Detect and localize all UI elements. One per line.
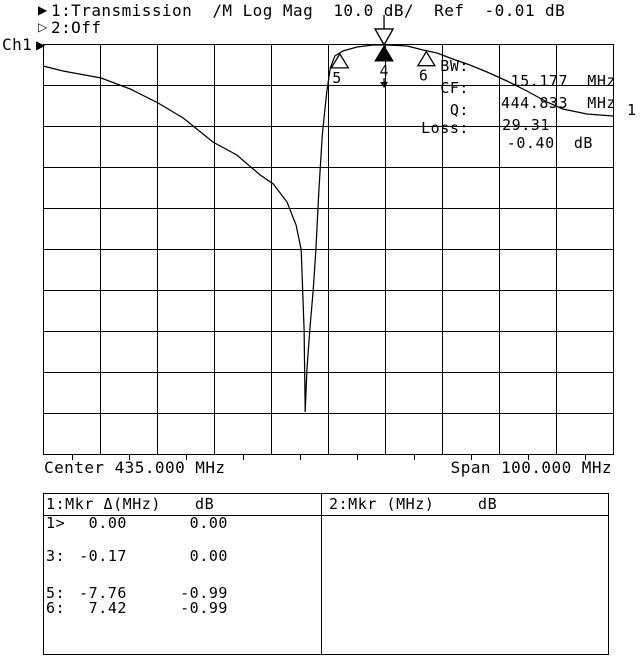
trace2-indicator-icon: ▷	[38, 20, 48, 34]
channel-label: Ch1	[2, 35, 33, 54]
marker-4-icon	[374, 45, 394, 62]
marker-table-trace1-header: 1:Mkr Δ(MHz) dB	[44, 494, 321, 516]
readout-loss-label: Loss:	[421, 119, 469, 137]
marker-5-icon	[330, 52, 350, 69]
channel-active-indicator-icon: ▶	[36, 38, 46, 52]
readout-bw-value: 15.177 MHz	[510, 72, 616, 90]
readout-loss-row: Loss: -0.40 dB	[0, 106, 640, 166]
readout-bw-label: BW:	[440, 57, 469, 75]
trace1-active-indicator-icon: ▶	[38, 3, 48, 17]
marker-row-6: 6: 7.42 -0.99	[44, 601, 321, 617]
readout-loss-value: -0.40 dB	[506, 134, 593, 152]
trace1-measurement-settings: 1:Transmission /M Log Mag 10.0 dB/ Ref -…	[51, 1, 566, 20]
marker-table-trace2-db-header: dB	[478, 495, 498, 513]
trace2-measurement-settings: 2:Off	[51, 18, 102, 37]
marker-row-1: 1> 0.00 0.00	[44, 516, 321, 532]
marker-row-freq: -7.76	[79, 584, 127, 602]
marker-row-freq: -0.17	[79, 547, 127, 565]
marker-row-label: 3:	[46, 547, 66, 565]
readout-q-row: Q: 29.31	[0, 88, 640, 148]
marker-6-label: 6	[419, 67, 428, 85]
marker-4-label: 4	[380, 62, 389, 80]
trace-1-curve	[42, 44, 614, 413]
readout-q-label: Q:	[449, 101, 469, 119]
marker-row-3: 3: -0.17 0.00	[44, 549, 321, 565]
marker-table-trace2-section: 2:Mkr (MHz) dB	[321, 494, 608, 654]
readout-cf-label: CF:	[440, 79, 469, 97]
active-marker-arrow-icon	[380, 81, 389, 88]
readout-cf-row: CF: 444.833 MHz	[0, 66, 640, 126]
marker-row-freq: 0.00	[88, 514, 127, 532]
marker-row-db: 0.00	[189, 547, 228, 565]
span-label: Span 100.000 MHz	[450, 458, 612, 477]
marker-row-db: -0.99	[180, 599, 228, 617]
marker-table-trace1-db-header: dB	[195, 495, 215, 513]
center-frequency-label: Center 435.000 MHz	[44, 458, 226, 477]
marker-row-freq: 7.42	[88, 599, 127, 617]
marker-row-label: 6:	[46, 599, 66, 617]
readout-cf-value: 444.833 MHz	[501, 94, 616, 112]
trace-number-label: 1	[627, 101, 637, 119]
marker-table-trace1-section: 1:Mkr Δ(MHz) dB 1> 0.00 0.00 3: -0.17 0.…	[44, 494, 321, 654]
graticule	[43, 44, 614, 460]
marker-6-icon	[416, 50, 436, 67]
marker-row-db: 0.00	[189, 514, 228, 532]
marker-row-label: 1>	[46, 514, 66, 532]
marker-table-trace2-title: 2:Mkr (MHz)	[329, 495, 435, 513]
marker-reference-icon	[373, 28, 395, 47]
marker-table-trace1-title: 1:Mkr Δ(MHz)	[46, 495, 161, 513]
marker-table: 1:Mkr Δ(MHz) dB 1> 0.00 0.00 3: -0.17 0.…	[43, 493, 609, 655]
readout-q-value: 29.31	[502, 116, 550, 134]
marker-table-trace2-header: 2:Mkr (MHz) dB	[322, 494, 608, 516]
marker-row-label: 5:	[46, 584, 66, 602]
readout-bw-row: BW: 15.177 MHz	[0, 44, 640, 104]
marker-row-5: 5: -7.76 -0.99	[44, 586, 321, 602]
marker-5-label: 5	[332, 69, 341, 87]
marker-row-db: -0.99	[180, 584, 228, 602]
